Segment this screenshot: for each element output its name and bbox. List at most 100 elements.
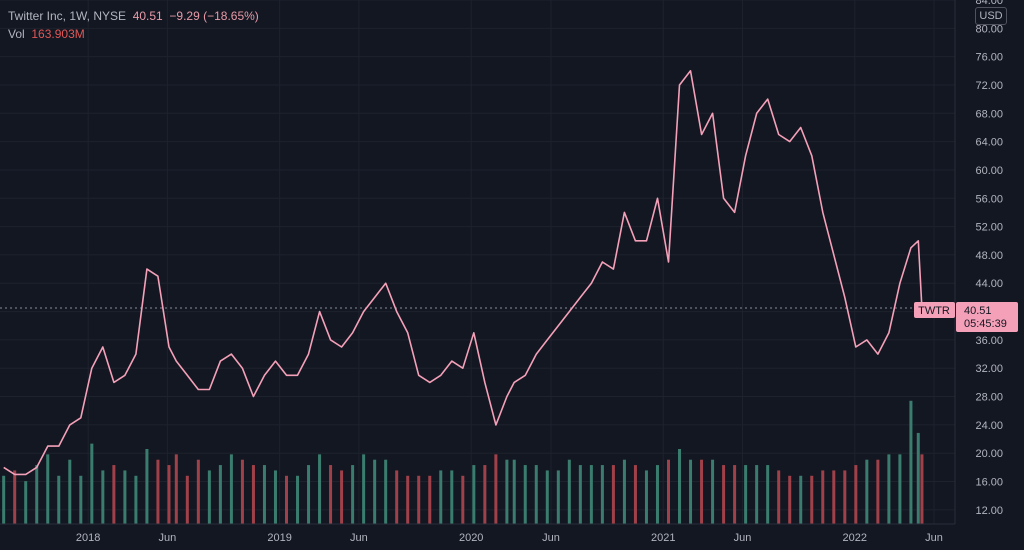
y-tick-label: 64.00	[975, 137, 1003, 149]
y-tick-label: 52.00	[975, 222, 1003, 234]
y-tick-label: 68.00	[975, 108, 1003, 120]
x-tick-label: 2018	[76, 532, 100, 544]
y-tick-label: 28.00	[975, 392, 1003, 404]
volume-bar	[273, 470, 277, 524]
volume-bar	[218, 465, 222, 524]
volume-bar	[57, 475, 61, 524]
volume-bar	[428, 475, 432, 524]
volume-bar	[384, 459, 388, 524]
volume-bar	[494, 454, 498, 524]
volume-bar	[101, 470, 105, 524]
volume-bar	[167, 465, 171, 524]
volume-bar	[909, 400, 913, 524]
volume-bar	[633, 465, 637, 524]
y-tick-label: 24.00	[975, 420, 1003, 432]
volume-bar	[523, 465, 527, 524]
volume-bar	[916, 432, 920, 524]
last-price-marker: 40.51 05:45:39	[956, 302, 1018, 332]
y-tick-label: 60.00	[975, 165, 1003, 177]
volume-bar	[722, 465, 726, 524]
x-tick-label: Jun	[159, 532, 177, 544]
volume-label[interactable]: Vol	[8, 27, 25, 41]
volume-bar	[2, 475, 6, 524]
volume-bar	[755, 465, 759, 524]
volume-bar	[362, 454, 366, 524]
volume-bar	[898, 454, 902, 524]
y-tick-label: 72.00	[975, 80, 1003, 92]
volume-bar	[395, 470, 399, 524]
volume-bar	[461, 475, 465, 524]
volume-bar	[821, 470, 825, 524]
grid-lines	[0, 0, 955, 524]
y-tick-label: 84.00	[975, 0, 1003, 7]
volume-bar	[207, 470, 211, 524]
volume-bar	[865, 459, 869, 524]
last-price: 40.51	[132, 9, 163, 23]
volume-bar	[810, 475, 814, 524]
volume-bar	[777, 470, 781, 524]
volume-bar	[854, 465, 858, 524]
currency-button[interactable]: USD	[975, 7, 1007, 25]
volume-bar	[655, 465, 659, 524]
volume-bar	[417, 475, 421, 524]
volume-bar	[887, 454, 891, 524]
volume-bar	[920, 454, 924, 524]
volume-bar	[534, 465, 538, 524]
volume-bar	[134, 475, 138, 524]
ticker-marker-bg	[914, 302, 955, 318]
y-tick-label: 32.00	[975, 363, 1003, 375]
volume-bar	[35, 465, 39, 524]
symbol-description[interactable]: Twitter Inc, 1W, NYSE	[8, 9, 127, 23]
volume-value: 163.903M	[31, 27, 85, 41]
volume-bar	[589, 465, 593, 524]
volume-bar	[766, 465, 770, 524]
volume-bar	[229, 454, 233, 524]
volume-bar	[711, 459, 715, 524]
volume-bar	[439, 470, 443, 524]
volume-bar	[843, 470, 847, 524]
x-tick-label: 2020	[459, 532, 483, 544]
volume-bar	[644, 470, 648, 524]
volume-bar	[406, 475, 410, 524]
y-tick-label: 36.00	[975, 335, 1003, 347]
bar-countdown: 05:45:39	[964, 318, 1007, 330]
volume-bar	[556, 470, 560, 524]
y-tick-label: 48.00	[975, 250, 1003, 262]
volume-bar	[68, 459, 72, 524]
volume-bar	[145, 449, 149, 524]
volume-bar	[285, 475, 288, 524]
volume-bar	[622, 459, 626, 524]
volume-bar	[600, 465, 604, 524]
x-tick-label: 2021	[651, 532, 675, 544]
volume-bar	[123, 470, 127, 524]
volume-bar	[296, 475, 300, 524]
last-price-value: 40.51	[964, 305, 992, 317]
volume-bar	[678, 449, 682, 524]
volume-bar	[545, 470, 549, 524]
time-axis[interactable]: 2018 Jun 2019 Jun 2020 Jun 2021 Jun 2022 Jun	[76, 532, 943, 544]
volume-bar	[24, 481, 28, 524]
y-tick-label: 80.00	[975, 23, 1003, 35]
y-tick-label: 56.00	[975, 193, 1003, 205]
legend-row: Twitter Inc, 1W, NYSE 40.51 −9.29 (−18.6…	[8, 9, 259, 23]
volume-bars	[2, 400, 924, 524]
x-tick-label: 2022	[843, 532, 867, 544]
x-tick-label: Jun	[542, 532, 560, 544]
price-change: −9.29 (−18.65%)	[169, 9, 259, 23]
x-tick-label: Jun	[350, 532, 368, 544]
price-series-line	[3, 70, 923, 476]
volume-bar	[450, 470, 454, 524]
y-tick-label: 76.00	[975, 52, 1003, 64]
volume-bar	[196, 459, 200, 524]
volume-bar	[351, 465, 355, 524]
y-tick-label: 16.00	[975, 477, 1003, 489]
x-tick-label: 2019	[267, 532, 291, 544]
volume-bar	[788, 475, 792, 524]
volume-bar	[262, 465, 266, 524]
volume-bar	[251, 465, 255, 524]
volume-bar	[483, 465, 487, 524]
volume-bar	[185, 475, 189, 524]
price-axis[interactable]: 84.00 80.00 76.00 72.00 68.00 64.00 60.00 56.00…	[975, 0, 1003, 517]
volume-bar	[13, 470, 17, 524]
